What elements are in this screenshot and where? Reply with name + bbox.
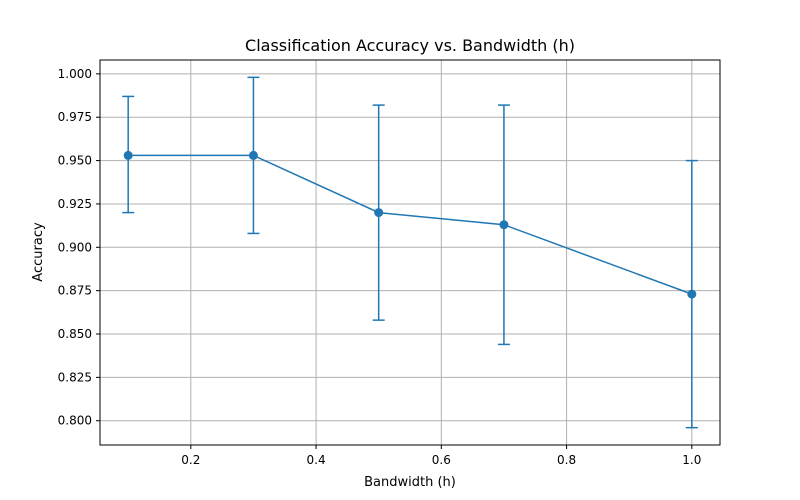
- data-point: [499, 220, 509, 230]
- y-tick-label: 0.925: [58, 197, 92, 211]
- x-tick-label: 0.6: [432, 453, 451, 467]
- y-tick-label: 0.850: [58, 327, 92, 341]
- data-point: [248, 150, 258, 160]
- x-tick-label: 0.8: [557, 453, 576, 467]
- series-line: [128, 154, 693, 295]
- plot-frame: [99, 59, 721, 446]
- chart-title: Classification Accuracy vs. Bandwidth (h…: [245, 36, 575, 55]
- y-tick-label: 0.875: [58, 284, 92, 298]
- x-tick-label: 0.2: [181, 453, 200, 467]
- x-axis-label: Bandwidth (h): [364, 475, 456, 490]
- series-layer: [122, 76, 698, 429]
- data-point: [687, 289, 697, 299]
- x-tick-label: 0.4: [307, 453, 326, 467]
- grid-lines: [100, 60, 720, 445]
- data-point: [374, 208, 384, 218]
- y-tick-label: 0.800: [58, 414, 92, 428]
- data-point: [123, 150, 133, 160]
- y-tick-label: 1.000: [58, 67, 92, 81]
- y-tick-label: 0.950: [58, 154, 92, 168]
- x-tick-label: 1.0: [682, 453, 701, 467]
- y-tick-label: 0.975: [58, 110, 92, 124]
- y-tick-label: 0.900: [58, 240, 92, 254]
- y-axis-label: Accuracy: [31, 222, 46, 282]
- y-tick-label: 0.825: [58, 370, 92, 384]
- axis-ticks: 0.2 0.4 0.6 0.8 1.0 0.800 0.825 0.850 0.875 0.900…: [58, 67, 702, 467]
